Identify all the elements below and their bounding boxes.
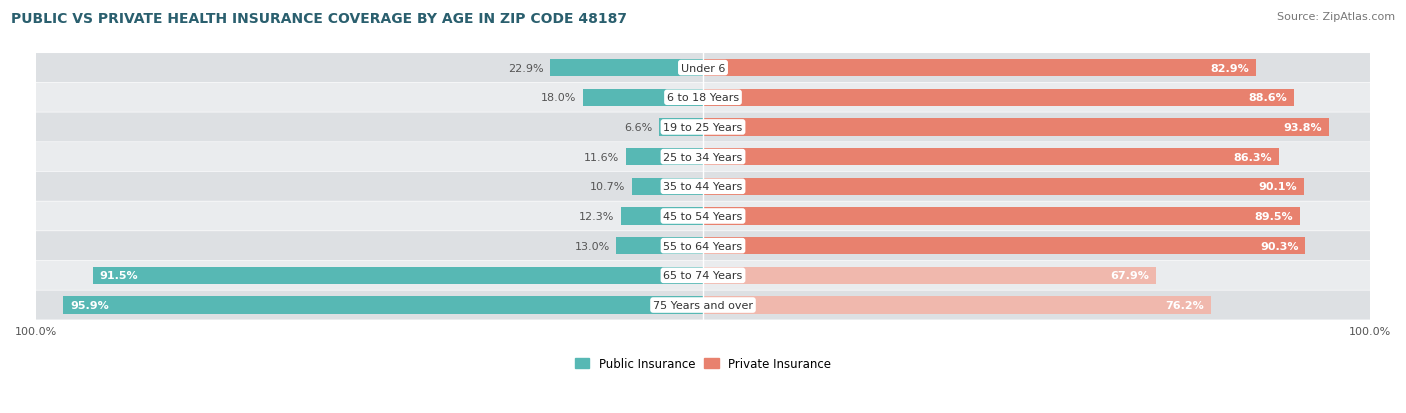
Bar: [703, 90, 1294, 107]
Bar: [63, 297, 703, 314]
FancyBboxPatch shape: [37, 143, 1369, 172]
Text: 86.3%: 86.3%: [1233, 152, 1272, 162]
Legend: Public Insurance, Private Insurance: Public Insurance, Private Insurance: [571, 353, 835, 375]
Text: 76.2%: 76.2%: [1166, 300, 1205, 310]
Text: 12.3%: 12.3%: [579, 211, 614, 221]
Text: 75 Years and over: 75 Years and over: [652, 300, 754, 310]
Bar: [703, 60, 1256, 77]
Bar: [621, 208, 703, 225]
Text: 35 to 44 Years: 35 to 44 Years: [664, 182, 742, 192]
Text: 82.9%: 82.9%: [1211, 64, 1249, 74]
Bar: [703, 149, 1278, 166]
FancyBboxPatch shape: [37, 202, 1369, 231]
Text: 6 to 18 Years: 6 to 18 Years: [666, 93, 740, 103]
Text: 88.6%: 88.6%: [1249, 93, 1286, 103]
Text: 25 to 34 Years: 25 to 34 Years: [664, 152, 742, 162]
Bar: [703, 297, 1211, 314]
Text: 45 to 54 Years: 45 to 54 Years: [664, 211, 742, 221]
FancyBboxPatch shape: [37, 113, 1369, 142]
Text: 6.6%: 6.6%: [624, 123, 652, 133]
Bar: [631, 178, 703, 195]
Text: 18.0%: 18.0%: [541, 93, 576, 103]
Bar: [626, 149, 703, 166]
Text: 93.8%: 93.8%: [1284, 123, 1322, 133]
FancyBboxPatch shape: [37, 83, 1369, 112]
Text: 90.3%: 90.3%: [1260, 241, 1299, 251]
Text: 11.6%: 11.6%: [583, 152, 619, 162]
FancyBboxPatch shape: [37, 54, 1369, 83]
Text: 65 to 74 Years: 65 to 74 Years: [664, 271, 742, 281]
Text: 67.9%: 67.9%: [1111, 271, 1149, 281]
Bar: [659, 119, 703, 136]
FancyBboxPatch shape: [37, 261, 1369, 290]
Bar: [703, 178, 1303, 195]
Bar: [703, 208, 1301, 225]
Text: 22.9%: 22.9%: [508, 64, 544, 74]
Text: 89.5%: 89.5%: [1254, 211, 1294, 221]
Text: Source: ZipAtlas.com: Source: ZipAtlas.com: [1277, 12, 1395, 22]
Bar: [550, 60, 703, 77]
Bar: [703, 119, 1329, 136]
Text: 55 to 64 Years: 55 to 64 Years: [664, 241, 742, 251]
FancyBboxPatch shape: [37, 291, 1369, 320]
Text: 13.0%: 13.0%: [575, 241, 610, 251]
Text: 19 to 25 Years: 19 to 25 Years: [664, 123, 742, 133]
FancyBboxPatch shape: [37, 232, 1369, 261]
Text: 91.5%: 91.5%: [100, 271, 138, 281]
Text: 90.1%: 90.1%: [1258, 182, 1298, 192]
Bar: [583, 90, 703, 107]
Text: 95.9%: 95.9%: [70, 300, 108, 310]
Text: 10.7%: 10.7%: [589, 182, 626, 192]
Bar: [703, 237, 1305, 255]
Text: PUBLIC VS PRIVATE HEALTH INSURANCE COVERAGE BY AGE IN ZIP CODE 48187: PUBLIC VS PRIVATE HEALTH INSURANCE COVER…: [11, 12, 627, 26]
Bar: [616, 237, 703, 255]
Bar: [93, 267, 703, 284]
Bar: [703, 267, 1156, 284]
FancyBboxPatch shape: [37, 172, 1369, 202]
Text: Under 6: Under 6: [681, 64, 725, 74]
